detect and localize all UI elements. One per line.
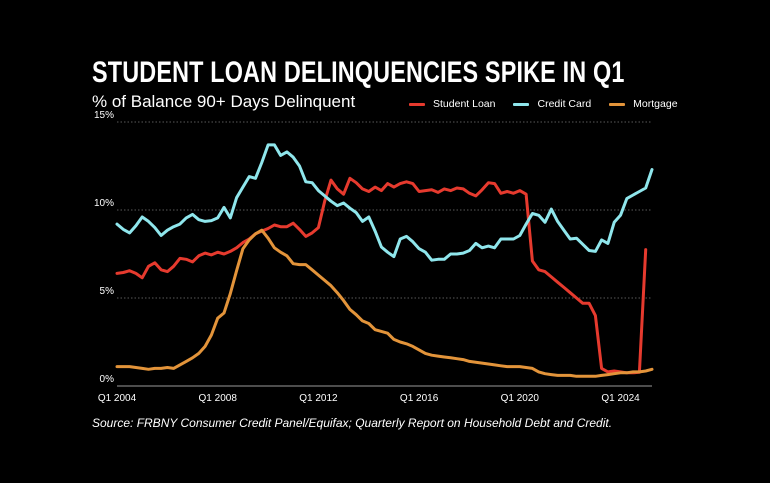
x-tick-label: Q1 2020 bbox=[501, 393, 540, 404]
legend: Student Loan Credit Card Mortgage bbox=[409, 98, 678, 110]
source-note: Source: FRBNY Consumer Credit Panel/Equi… bbox=[92, 416, 613, 430]
legend-label-student-loan: Student Loan bbox=[433, 98, 496, 110]
x-tick-label: Q1 2004 bbox=[98, 393, 137, 404]
x-tick-label: Q1 2012 bbox=[299, 393, 338, 404]
chart-subtitle: % of Balance 90+ Days Delinquent bbox=[92, 92, 356, 111]
x-tick-label: Q1 2008 bbox=[199, 393, 238, 404]
legend-item-credit-card: Credit Card bbox=[513, 98, 591, 110]
legend-swatch-credit-card bbox=[513, 102, 530, 106]
chart-title: STUDENT LOAN DELINQUENCIES SPIKE IN Q1 bbox=[92, 56, 625, 89]
series-line-student-loan bbox=[115, 176, 648, 375]
series-line-credit-card bbox=[115, 143, 654, 262]
legend-label-mortgage: Mortgage bbox=[633, 98, 678, 110]
x-tick-label: Q1 2024 bbox=[601, 393, 640, 404]
x-tick-label: Q1 2016 bbox=[400, 393, 439, 404]
legend-item-mortgage: Mortgage bbox=[609, 98, 678, 110]
legend-swatch-mortgage bbox=[609, 102, 626, 106]
legend-label-credit-card: Credit Card bbox=[537, 98, 592, 110]
y-tick-label: 0% bbox=[100, 374, 115, 385]
y-tick-label: 5% bbox=[100, 286, 115, 297]
legend-swatch-student-loan bbox=[409, 102, 425, 106]
y-tick-label: 15% bbox=[94, 110, 114, 121]
legend-item-student-loan: Student Loan bbox=[409, 98, 495, 110]
y-tick-label: 10% bbox=[94, 198, 114, 209]
series-line-mortgage bbox=[115, 228, 654, 378]
